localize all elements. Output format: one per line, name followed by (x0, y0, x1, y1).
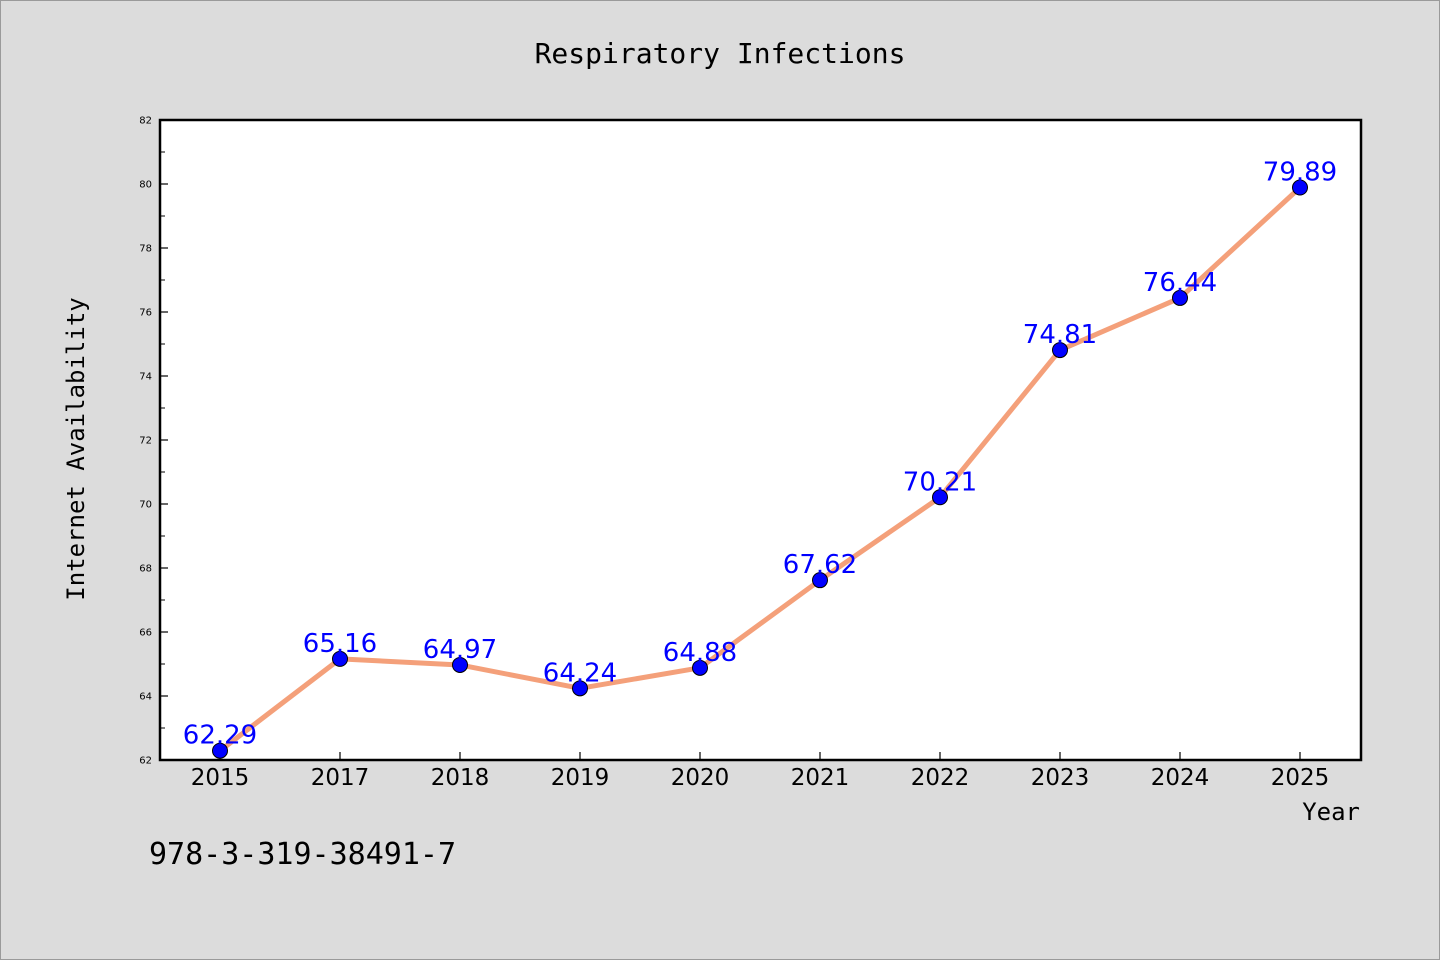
x-tick-label: 2024 (1151, 765, 1210, 791)
data-label: 64.88 (663, 638, 737, 668)
x-tick-label: 2022 (911, 765, 970, 791)
x-axis: 2015 2017 2018 2019 2020 2021 2022 2023 2024 2025 (191, 752, 1330, 791)
x-tick-label: 2021 (791, 765, 850, 791)
data-point (452, 656, 468, 673)
series-line (217, 185, 1303, 754)
data-point (1292, 179, 1308, 196)
footer-code-text: 978-3-319-38491-7 (149, 837, 456, 872)
data-label: 79.89 (1263, 158, 1337, 188)
data-label: 62.29 (183, 721, 257, 751)
y-tick-label: 62 (139, 756, 152, 767)
y-tick-label: 78 (139, 244, 152, 255)
data-label: 70.21 (903, 467, 977, 497)
x-tick-label: 2020 (671, 765, 730, 791)
data-label: 76.44 (1143, 268, 1217, 298)
data-label: 67.62 (783, 550, 857, 580)
data-point (212, 742, 228, 759)
data-point (572, 680, 588, 697)
y-axis: 62 64 66 68 70 72 74 76 78 80 82 (139, 116, 168, 767)
y-tick-label: 72 (139, 436, 152, 447)
y-tick-label: 64 (139, 692, 152, 703)
data-point (932, 489, 948, 506)
x-axis-title: Year (1302, 798, 1360, 826)
y-tick-label: 80 (139, 180, 152, 191)
chart-title: Respiratory Infections (535, 37, 906, 70)
data-label: 64.24 (543, 658, 617, 688)
data-label: 74.81 (1023, 320, 1097, 350)
y-tick-label: 70 (139, 500, 152, 511)
y-tick-label: 82 (139, 116, 152, 127)
y-axis-title: Internet Availability (62, 297, 90, 600)
y-tick-label: 68 (139, 564, 152, 575)
y-tick-label: 74 (139, 372, 152, 383)
data-point (812, 572, 828, 589)
x-tick-label: 2019 (551, 765, 610, 791)
x-tick-label: 2015 (191, 765, 250, 791)
data-point (692, 659, 708, 676)
data-label: 65.16 (303, 629, 377, 659)
data-label: 64.97 (423, 635, 497, 665)
data-point (1172, 289, 1188, 306)
data-point (1052, 342, 1068, 359)
x-tick-label: 2025 (1271, 765, 1330, 791)
x-tick-label: 2017 (311, 765, 370, 791)
x-tick-label: 2023 (1031, 765, 1090, 791)
series-line-group: 62.29 65.16 64.97 64.24 64.88 67.62 70.21 74.81… (183, 158, 1337, 759)
x-tick-label: 2018 (431, 765, 490, 791)
y-tick-label: 66 (139, 628, 152, 639)
y-tick-label: 76 (139, 308, 152, 319)
plot-area (158, 118, 1363, 762)
data-point (332, 650, 348, 667)
